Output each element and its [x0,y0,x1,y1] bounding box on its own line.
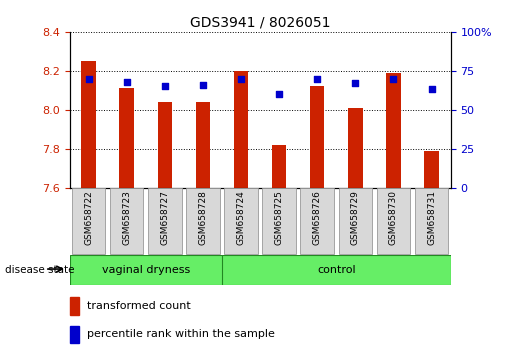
Text: transformed count: transformed count [87,301,191,311]
FancyBboxPatch shape [338,188,372,254]
Bar [386,73,401,188]
Point [275,91,283,97]
FancyBboxPatch shape [376,188,410,254]
FancyBboxPatch shape [300,188,334,254]
Point [389,76,398,81]
Text: GSM658730: GSM658730 [389,190,398,245]
FancyBboxPatch shape [70,255,451,285]
Text: vaginal dryness: vaginal dryness [101,265,190,275]
Text: GSM658723: GSM658723 [122,190,131,245]
Bar [81,61,96,188]
Text: GSM658722: GSM658722 [84,190,93,245]
Point [351,80,359,86]
FancyBboxPatch shape [186,188,220,254]
Bar [70,326,79,343]
Point [427,87,436,92]
Point [199,82,207,88]
Text: GSM658725: GSM658725 [274,190,284,245]
Text: percentile rank within the sample: percentile rank within the sample [87,329,274,339]
Bar [70,297,79,315]
Point [161,84,169,89]
FancyBboxPatch shape [148,188,182,254]
FancyBboxPatch shape [262,188,296,254]
Text: GSM658724: GSM658724 [236,190,246,245]
Text: control: control [317,265,356,275]
Bar [196,102,210,188]
Bar [310,86,324,188]
Bar [272,145,286,188]
Point [313,76,321,81]
Text: disease state: disease state [5,265,75,275]
Title: GDS3941 / 8026051: GDS3941 / 8026051 [190,15,330,29]
Point [237,76,245,81]
Text: GSM658729: GSM658729 [351,190,360,245]
Bar [158,102,172,188]
FancyBboxPatch shape [72,188,106,254]
Text: GSM658731: GSM658731 [427,190,436,245]
FancyBboxPatch shape [415,188,449,254]
Bar [348,108,363,188]
Text: GSM658727: GSM658727 [160,190,169,245]
Text: GSM658726: GSM658726 [313,190,322,245]
Point [123,79,131,85]
Bar [234,71,248,188]
FancyBboxPatch shape [110,188,144,254]
Point [84,76,93,81]
Bar [424,150,439,188]
FancyBboxPatch shape [224,188,258,254]
Bar [119,88,134,188]
Text: GSM658728: GSM658728 [198,190,208,245]
